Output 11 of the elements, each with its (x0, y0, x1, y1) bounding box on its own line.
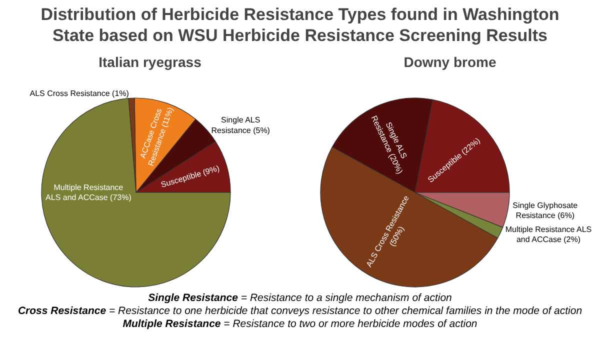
slice-label: Single Glyphosate Resistance (6%) (512, 200, 578, 220)
chart-subtitle: Italian ryegrass (98, 54, 202, 70)
chart-subtitle: Downy brome (404, 54, 496, 70)
text: Cross Resistance = Resistance to one herbicide that conveys resistance to other chemical families in the mode of action (18, 305, 582, 317)
chart-title: Distribution of Herbicide Resistance Types found in Washington State based on WSU Herbicide Resistance Screening Results (40, 5, 560, 45)
slice-label: Single ALS Resistance (5%) (211, 115, 270, 135)
slice-label: ALS Cross Resistance (1%) (30, 89, 130, 98)
text: Single Resistance = Resistance to a single mechanism of action (148, 292, 452, 304)
slice-label: Multiple Resistance ALS and ACCase (73%) (46, 182, 132, 202)
text: Multiple Resistance = Resistance to two or more herbicide modes of action (122, 318, 478, 330)
slice-label: Multiple Resistance ALS and ACCase (2%) (505, 224, 592, 244)
